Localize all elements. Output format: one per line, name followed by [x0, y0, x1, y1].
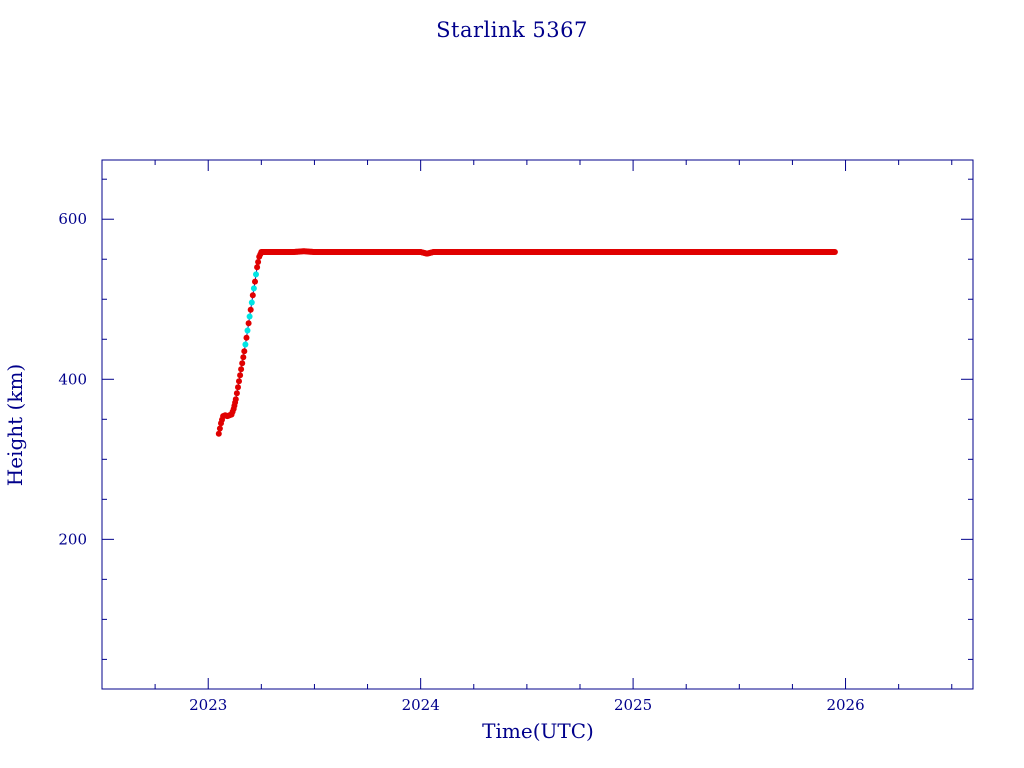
- data-point: [252, 278, 258, 285]
- data-point: [242, 341, 249, 348]
- data-point: [246, 313, 253, 320]
- data-point: [239, 360, 246, 367]
- height-trend-line: [218, 250, 835, 434]
- data-point: [243, 334, 250, 341]
- data-point: [232, 396, 239, 403]
- data-point: [253, 271, 259, 278]
- x-tick-label: 2025: [614, 696, 652, 714]
- y-tick-label: 400: [58, 370, 87, 388]
- data-point: [241, 348, 248, 355]
- data-point: [235, 384, 241, 391]
- data-point: [248, 299, 255, 306]
- data-point: [250, 285, 257, 292]
- data-point: [238, 366, 245, 373]
- x-axis-title: Time(UTC): [482, 719, 594, 743]
- data-point: [247, 306, 254, 313]
- data-point: [233, 390, 240, 397]
- data-point: [255, 259, 262, 265]
- y-tick-label: 600: [58, 210, 87, 228]
- data-point: [254, 264, 261, 271]
- data-point: [244, 327, 251, 334]
- data-point: [215, 430, 222, 437]
- plot-frame: [101, 159, 974, 690]
- data-points: [215, 248, 838, 437]
- x-tick-label: 2026: [826, 696, 864, 714]
- data-point: [237, 372, 244, 379]
- data-point: [216, 425, 223, 432]
- tick-labels: 2023 2024 2025 2026 200 400 600: [58, 210, 864, 714]
- data-point: [245, 320, 252, 327]
- y-tick-label: 200: [58, 530, 87, 548]
- data-point: [831, 249, 838, 255]
- data-point: [240, 354, 247, 361]
- minor-ticks: [101, 160, 973, 689]
- y-axis-title: Height (km): [3, 364, 27, 486]
- chart-title: Starlink 5367: [436, 18, 588, 42]
- x-tick-label: 2023: [189, 696, 227, 714]
- data-point: [249, 292, 256, 299]
- major-ticks: [102, 160, 973, 689]
- x-tick-label: 2024: [402, 696, 440, 714]
- data-point: [236, 378, 242, 385]
